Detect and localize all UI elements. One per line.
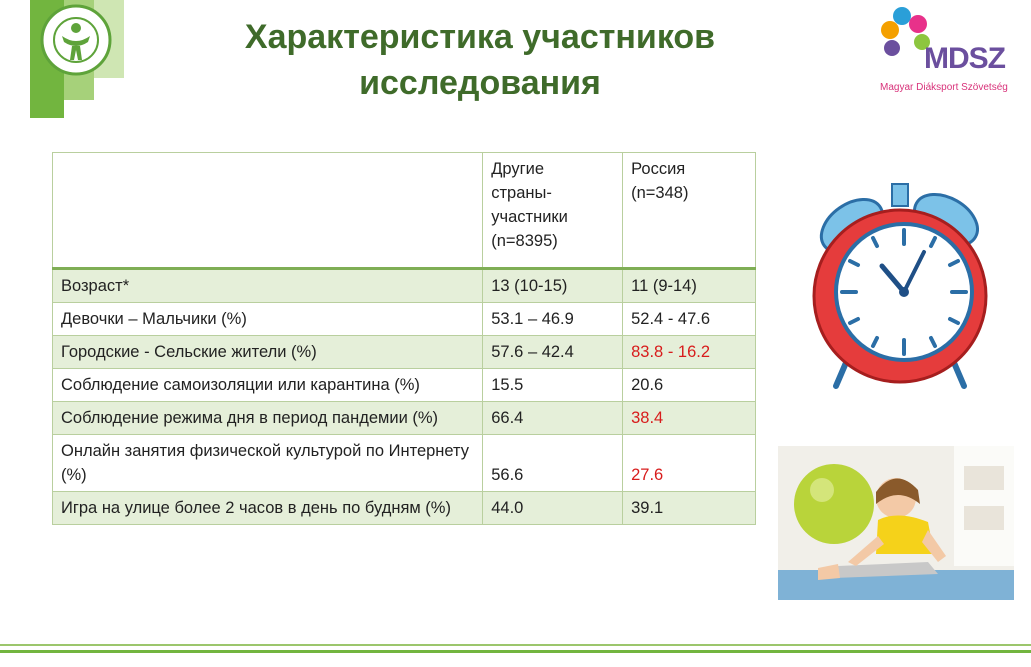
row-label: Возраст* bbox=[51, 268, 484, 303]
table-row: Возраст* 13 (10-15) 11 (9-14) bbox=[51, 268, 756, 303]
row-other-value: 44.0 bbox=[482, 491, 624, 525]
mdsz-logo: MDSZ Magyar Diáksport Szövetség bbox=[876, 4, 1016, 100]
table-row: Соблюдение режима дня в период пандемии … bbox=[51, 401, 756, 435]
row-russia-value: 52.4 - 47.6 bbox=[622, 302, 756, 336]
mdsz-tagline: Magyar Diáksport Szövetség bbox=[880, 82, 1008, 93]
row-other-value: 15.5 bbox=[482, 368, 624, 402]
title-line-1: Характеристика участников bbox=[244, 18, 716, 56]
row-label: Соблюдение самоизоляции или карантина (%… bbox=[51, 368, 484, 402]
row-other-value: 53.1 – 46.9 bbox=[482, 302, 624, 336]
header-empty-cell bbox=[51, 152, 484, 270]
table-row: Игра на улице более 2 часов в день по бу… bbox=[51, 491, 756, 525]
header-russia: Россия (n=348) bbox=[622, 152, 756, 270]
table-row: Городские - Сельские жители (%) 57.6 – 4… bbox=[51, 335, 756, 369]
row-russia-value: 39.1 bbox=[622, 491, 756, 525]
participants-table: Другие страны- участники (n=8395) Россия… bbox=[51, 152, 756, 525]
row-russia-value: 20.6 bbox=[622, 368, 756, 402]
footer-divider-thick bbox=[0, 650, 1031, 653]
row-label: Онлайн занятия физической культурой по И… bbox=[51, 434, 484, 492]
child-stretching-photo bbox=[778, 446, 1014, 600]
row-other-value: 56.6 bbox=[482, 434, 624, 492]
row-russia-value: 11 (9-14) bbox=[622, 268, 756, 303]
row-russia-value: 27.6 bbox=[622, 434, 756, 492]
table-row: Девочки – Мальчики (%) 53.1 – 46.9 52.4 … bbox=[51, 302, 756, 336]
header-other-countries: Другие страны- участники (n=8395) bbox=[482, 152, 624, 270]
table-header-row: Другие страны- участники (n=8395) Россия… bbox=[51, 152, 756, 270]
row-label: Соблюдение режима дня в период пандемии … bbox=[51, 401, 484, 435]
left-emblem-logo bbox=[38, 2, 114, 78]
title-line-2: исследования bbox=[359, 64, 601, 102]
row-label: Девочки – Мальчики (%) bbox=[51, 302, 484, 336]
page-title: Характеристика участников исследования bbox=[190, 14, 770, 106]
row-other-value: 13 (10-15) bbox=[482, 268, 624, 303]
mdsz-figure-icon bbox=[881, 7, 930, 62]
table-row: Соблюдение самоизоляции или карантина (%… bbox=[51, 368, 756, 402]
mdsz-wordmark: MDSZ bbox=[924, 42, 1006, 75]
footer-divider-thin bbox=[0, 644, 1031, 646]
row-other-value: 66.4 bbox=[482, 401, 624, 435]
row-label: Игра на улице более 2 часов в день по бу… bbox=[51, 491, 484, 525]
row-russia-value: 38.4 bbox=[622, 401, 756, 435]
row-russia-value: 83.8 - 16.2 bbox=[622, 335, 756, 369]
alarm-clock-image bbox=[800, 168, 1000, 398]
row-other-value: 57.6 – 42.4 bbox=[482, 335, 624, 369]
table-row: Онлайн занятия физической культурой по И… bbox=[51, 434, 756, 492]
row-label: Городские - Сельские жители (%) bbox=[51, 335, 484, 369]
